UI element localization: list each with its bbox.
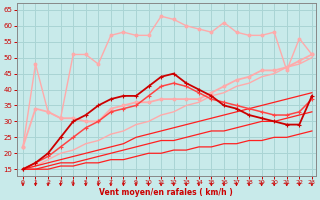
X-axis label: Vent moyen/en rafales ( km/h ): Vent moyen/en rafales ( km/h )	[99, 188, 233, 197]
